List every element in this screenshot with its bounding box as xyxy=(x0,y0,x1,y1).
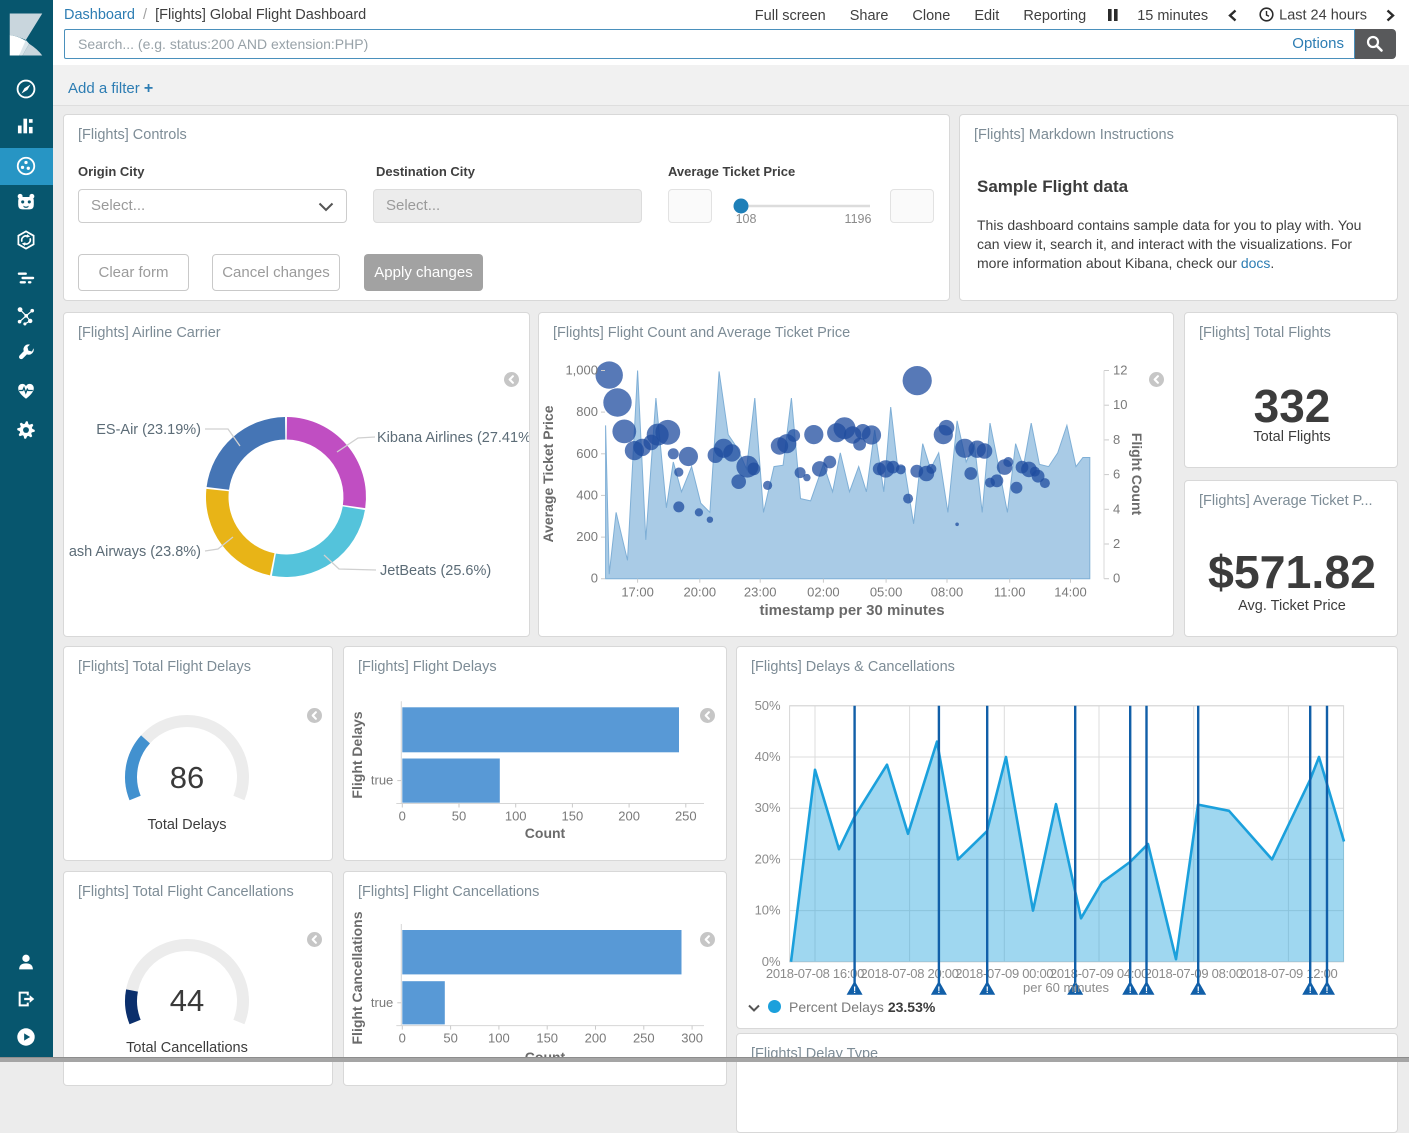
svg-text:10: 10 xyxy=(1113,397,1127,412)
svg-text:ash Airways (23.8%): ash Airways (23.8%) xyxy=(69,544,201,560)
svg-text:600: 600 xyxy=(576,446,598,461)
svg-text:Flight Delays: Flight Delays xyxy=(349,711,365,798)
svg-text:Average Ticket Price: Average Ticket Price xyxy=(540,405,556,542)
svg-text:JetBeats (25.6%): JetBeats (25.6%) xyxy=(380,563,491,579)
svg-text:11:00: 11:00 xyxy=(994,585,1026,600)
svg-text:20:00: 20:00 xyxy=(684,585,717,600)
svg-text:Flight Cancellations: Flight Cancellations xyxy=(349,911,365,1044)
svg-text:2018-07-09 04:00: 2018-07-09 04:00 xyxy=(1050,966,1148,981)
svg-text:timestamp per 30 minutes: timestamp per 30 minutes xyxy=(759,602,944,619)
svg-text:Flight Count: Flight Count xyxy=(1129,433,1145,516)
svg-text:0: 0 xyxy=(1113,571,1120,586)
svg-text:200: 200 xyxy=(585,1031,607,1046)
svg-text:Count: Count xyxy=(525,825,566,841)
svg-text:Total Delays: Total Delays xyxy=(148,817,227,833)
svg-text:!: ! xyxy=(937,985,940,995)
svg-text:100: 100 xyxy=(488,1031,510,1046)
svg-text:30%: 30% xyxy=(755,800,781,815)
svg-text:150: 150 xyxy=(562,809,584,824)
svg-text:86: 86 xyxy=(170,760,204,795)
svg-text:50%: 50% xyxy=(755,698,781,713)
svg-text:0: 0 xyxy=(591,571,598,586)
svg-text:1,000: 1,000 xyxy=(565,363,598,378)
svg-text:true: true xyxy=(371,773,393,788)
svg-text:2018-07-09 00:00: 2018-07-09 00:00 xyxy=(955,966,1053,981)
svg-text:Total Cancellations: Total Cancellations xyxy=(126,1040,248,1056)
svg-text:150: 150 xyxy=(536,1031,558,1046)
svg-text:02:00: 02:00 xyxy=(807,585,840,600)
svg-text:14:00: 14:00 xyxy=(1054,585,1087,600)
svg-text:2: 2 xyxy=(1113,536,1120,551)
svg-text:400: 400 xyxy=(576,487,598,502)
svg-text:!: ! xyxy=(1129,985,1132,995)
svg-text:2018-07-09 08:00: 2018-07-09 08:00 xyxy=(1145,966,1243,981)
svg-text:!: ! xyxy=(1309,985,1312,995)
svg-text:8: 8 xyxy=(1113,432,1120,447)
svg-text:40%: 40% xyxy=(755,749,781,764)
svg-text:200: 200 xyxy=(618,809,640,824)
svg-text:!: ! xyxy=(1145,985,1148,995)
svg-text:50: 50 xyxy=(443,1031,457,1046)
svg-text:6: 6 xyxy=(1113,467,1120,482)
svg-text:300: 300 xyxy=(681,1031,703,1046)
svg-text:1196: 1196 xyxy=(845,212,872,226)
svg-text:250: 250 xyxy=(675,809,697,824)
svg-text:!: ! xyxy=(1074,985,1077,995)
svg-text:08:00: 08:00 xyxy=(931,585,964,600)
svg-text:ES-Air (23.19%): ES-Air (23.19%) xyxy=(96,422,201,438)
svg-text:0: 0 xyxy=(399,1031,406,1046)
svg-text:12: 12 xyxy=(1113,363,1127,378)
svg-text:44: 44 xyxy=(170,983,204,1018)
svg-text:4: 4 xyxy=(1113,501,1120,516)
svg-text:108: 108 xyxy=(736,212,757,226)
svg-text:800: 800 xyxy=(576,404,598,419)
svg-text:true: true xyxy=(371,995,393,1010)
svg-text:2018-07-09 12:00: 2018-07-09 12:00 xyxy=(1239,966,1337,981)
svg-text:23:00: 23:00 xyxy=(744,585,777,600)
svg-text:!: ! xyxy=(1326,985,1329,995)
svg-text:10%: 10% xyxy=(755,903,781,918)
svg-text:Kibana Airlines (27.41%): Kibana Airlines (27.41%) xyxy=(377,430,530,446)
svg-text:0%: 0% xyxy=(762,954,781,969)
svg-text:!: ! xyxy=(853,985,856,995)
svg-text:!: ! xyxy=(1197,985,1200,995)
svg-text:250: 250 xyxy=(633,1031,655,1046)
svg-text:50: 50 xyxy=(452,809,466,824)
svg-text:per 60 minutes: per 60 minutes xyxy=(1023,980,1109,995)
svg-text:!: ! xyxy=(986,985,989,995)
svg-text:200: 200 xyxy=(576,529,598,544)
svg-text:0: 0 xyxy=(399,809,406,824)
svg-text:05:00: 05:00 xyxy=(870,585,903,600)
svg-text:2018-07-08 16:00: 2018-07-08 16:00 xyxy=(766,966,864,981)
svg-text:100: 100 xyxy=(505,809,527,824)
svg-text:2018-07-08 20:00: 2018-07-08 20:00 xyxy=(861,966,959,981)
svg-text:20%: 20% xyxy=(755,851,781,866)
svg-text:17:00: 17:00 xyxy=(621,585,654,600)
